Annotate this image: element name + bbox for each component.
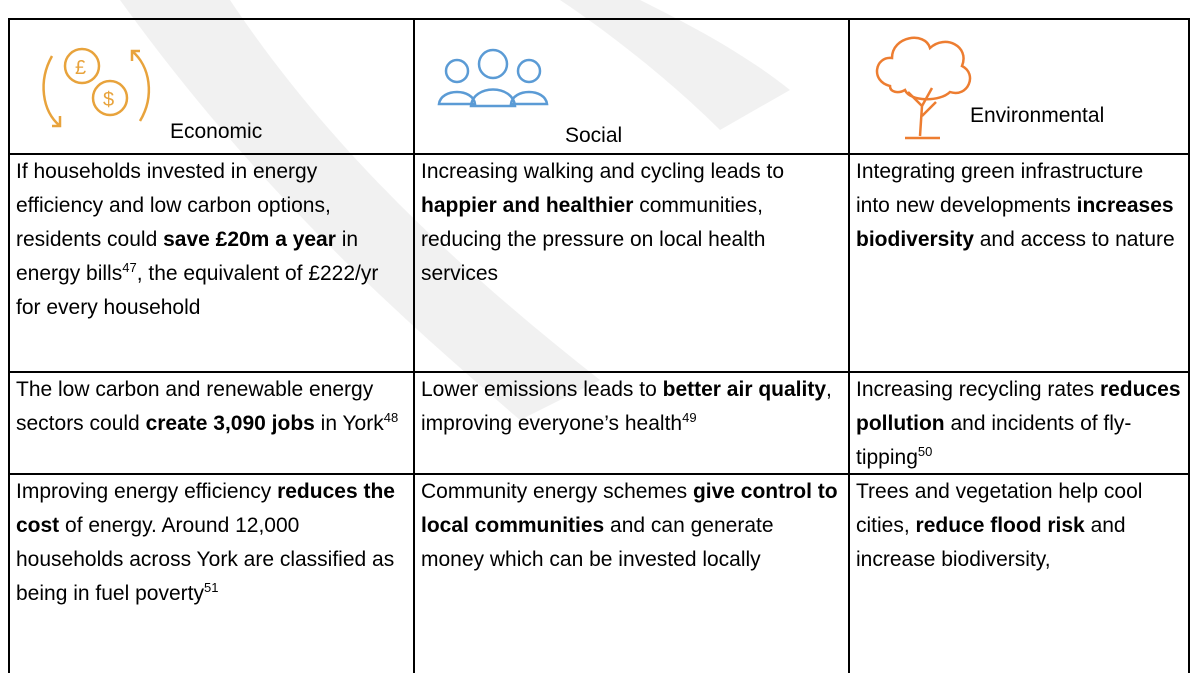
text: and access to nature bbox=[973, 228, 1175, 251]
header-label: Economic bbox=[170, 120, 263, 143]
economic-icon: £ $ bbox=[42, 47, 151, 128]
bold-text: happier and healthier bbox=[421, 194, 634, 217]
text: of energy. Around 12,000 households acro… bbox=[16, 514, 395, 605]
bold-text: save £20m a year bbox=[163, 228, 336, 251]
table-cell: Trees and vegetation help cool cities, r… bbox=[848, 473, 1190, 673]
text: Trees and vegetation help cool cities, bbox=[856, 480, 1143, 537]
text: and increase biodiversity, bbox=[856, 514, 1126, 571]
table-cell: If households invested in energy efficie… bbox=[8, 153, 413, 371]
header-cell: Environmental bbox=[848, 18, 1190, 153]
text: If households invested in energy efficie… bbox=[16, 160, 331, 251]
header-cell: Social bbox=[413, 18, 848, 153]
footnote-ref: 51 bbox=[203, 580, 219, 595]
bold-text: reduce flood risk bbox=[915, 514, 1085, 537]
bold-text: reduces pollution bbox=[856, 378, 1181, 435]
table-cell: Lower emissions leads to better air qual… bbox=[413, 371, 848, 473]
svg-text:£: £ bbox=[75, 57, 86, 79]
text: in York bbox=[314, 412, 384, 435]
bold-text: increases biodiversity bbox=[856, 194, 1174, 251]
watermark bbox=[120, 0, 790, 420]
text: Increasing walking and cycling leads to bbox=[421, 160, 785, 183]
text: Integrating green infrastructure into ne… bbox=[856, 160, 1144, 217]
bold-text: give control to local communities bbox=[421, 480, 838, 537]
header-label: Environmental bbox=[970, 104, 1105, 127]
footnote-ref: 50 bbox=[917, 444, 933, 459]
text: and can generate money which can be inve… bbox=[421, 514, 774, 571]
text: and incidents of fly-tipping bbox=[856, 412, 1132, 469]
footnote-ref: 48 bbox=[383, 410, 399, 425]
text: in energy bills bbox=[16, 228, 359, 285]
text: Community energy schemes bbox=[421, 480, 693, 503]
text: , improving everyone’s health bbox=[421, 378, 832, 435]
page: £ $ Economic Social Environmental If hou… bbox=[8, 0, 1190, 673]
text: Lower emissions leads to bbox=[421, 378, 663, 401]
footnote-ref: 47 bbox=[122, 260, 137, 275]
footnote-ref: 49 bbox=[682, 410, 697, 425]
text: , the equivalent of £222/yr for every ho… bbox=[16, 262, 379, 319]
table-cell: Integrating green infrastructure into ne… bbox=[848, 153, 1190, 371]
bold-text: better air quality bbox=[662, 378, 827, 401]
bold-text: create 3,090 jobs bbox=[145, 412, 315, 435]
environmental-icon bbox=[875, 36, 972, 140]
table-cell: Increasing recycling rates reduces pollu… bbox=[848, 371, 1190, 473]
table-cell: Increasing walking and cycling leads to … bbox=[413, 153, 848, 371]
text: The low carbon and renewable energy sect… bbox=[16, 378, 374, 435]
table-cell: Improving energy efficiency reduces the … bbox=[8, 473, 413, 673]
social-icon bbox=[437, 48, 549, 108]
text: Improving energy efficiency bbox=[16, 480, 278, 503]
table: £ $ Economic Social Environmental If hou… bbox=[8, 18, 1190, 673]
header-cell: £ $ Economic bbox=[8, 18, 413, 153]
bold-text: reduces the cost bbox=[16, 480, 395, 537]
table-cell: Community energy schemes give control to… bbox=[413, 473, 848, 673]
table-cell: The low carbon and renewable energy sect… bbox=[8, 371, 413, 473]
svg-text:$: $ bbox=[103, 89, 114, 111]
text: communities, reducing the pressure on lo… bbox=[421, 194, 766, 285]
text: Increasing recycling rates bbox=[856, 378, 1100, 401]
header-label: Social bbox=[565, 124, 623, 147]
